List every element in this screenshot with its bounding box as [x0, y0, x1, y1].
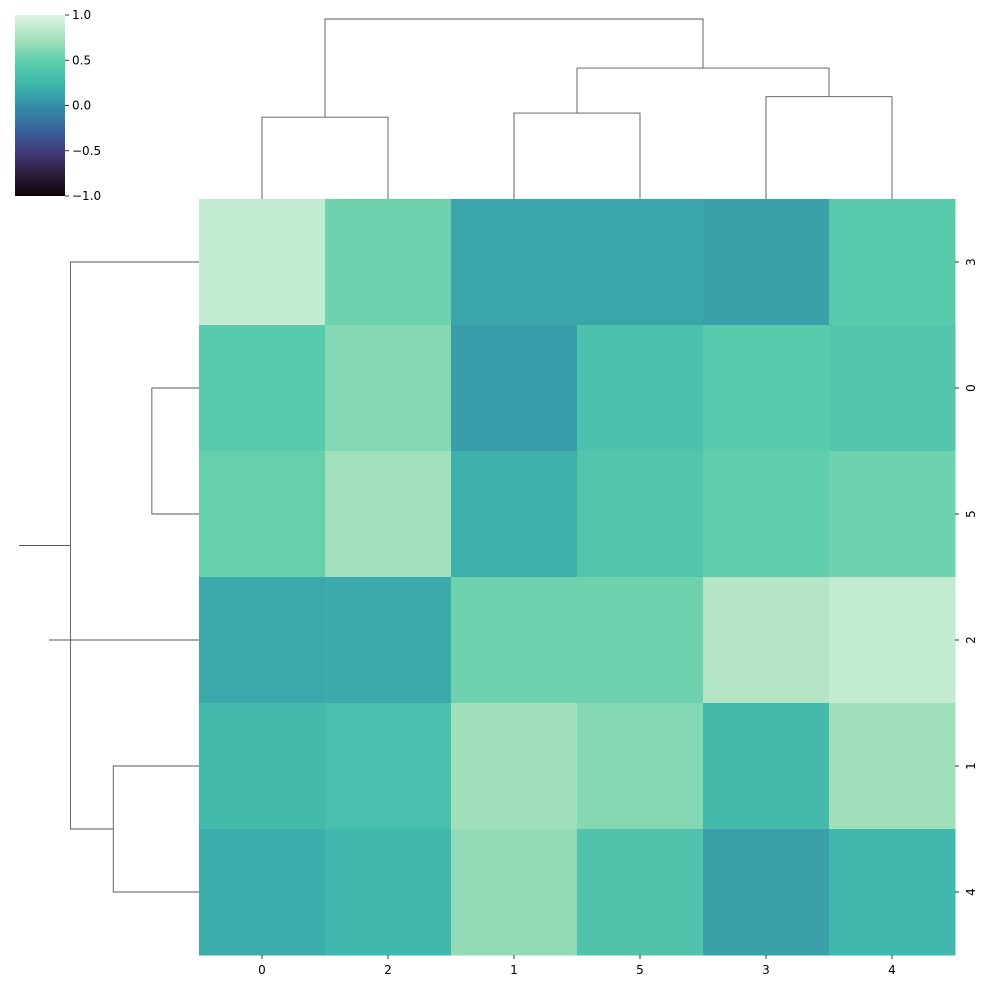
row-dendrogram — [19, 261, 199, 893]
heatmap-cell — [829, 577, 956, 704]
y-tick-label: 3 — [964, 258, 978, 266]
colorbar-tick-label: 0.0 — [72, 99, 91, 113]
heatmap-cell — [199, 199, 326, 326]
heatmap-cell — [451, 325, 578, 452]
x-tick-label: 3 — [762, 963, 770, 977]
dendrogram-link — [151, 387, 199, 515]
y-tick-label: 4 — [964, 888, 978, 896]
colorbar-tick-label: −1.0 — [72, 189, 101, 203]
heatmap-cell — [829, 199, 956, 326]
heatmap-cell — [325, 577, 452, 704]
y-tick-label: 0 — [964, 384, 978, 392]
heatmap-cell — [199, 577, 326, 704]
dendrogram-link — [765, 96, 893, 199]
heatmap-cell — [325, 829, 452, 956]
colorbar-tick-label: −0.5 — [72, 144, 101, 158]
heatmap-cell — [703, 325, 830, 452]
heatmap-cell — [577, 577, 704, 704]
column-dendrogram — [261, 18, 893, 199]
x-tick-label: 5 — [636, 963, 644, 977]
colorbar: 1.0 0.5 0.0 −0.5 −1.0 — [15, 8, 101, 203]
heatmap-cell — [325, 325, 452, 452]
heatmap-cell — [325, 451, 452, 578]
heatmap-cell — [199, 703, 326, 830]
heatmap-cell — [577, 829, 704, 956]
dendrogram-link — [112, 765, 199, 893]
y-axis-ticks: 3 0 5 2 1 4 — [955, 258, 978, 896]
dendrogram-link — [69, 261, 199, 830]
heatmap-cell — [703, 829, 830, 956]
dendrogram-link — [324, 18, 704, 118]
colorbar-ticks: 1.0 0.5 0.0 −0.5 −1.0 — [65, 8, 101, 203]
x-tick-label: 1 — [510, 963, 518, 977]
heatmap-cell — [451, 577, 578, 704]
y-tick-label: 5 — [964, 510, 978, 518]
heatmap-cell — [703, 199, 830, 326]
x-tick-label: 4 — [888, 963, 896, 977]
heatmap-cell — [325, 703, 452, 830]
heatmap-cell — [199, 451, 326, 578]
heatmap-cell — [451, 829, 578, 956]
dendrogram-link — [576, 67, 830, 114]
heatmap-cell — [451, 451, 578, 578]
colorbar-tick-label: 0.5 — [72, 53, 91, 67]
x-tick-label: 2 — [384, 963, 392, 977]
heatmap-cell — [577, 703, 704, 830]
colorbar-tick-label: 1.0 — [72, 8, 91, 22]
y-tick-label: 2 — [964, 636, 978, 644]
heatmap-cell — [703, 577, 830, 704]
heatmap-cell — [829, 829, 956, 956]
heatmap-cell — [829, 703, 956, 830]
heatmap-cell — [577, 451, 704, 578]
heatmap-cell — [829, 451, 956, 578]
dendrogram-link — [513, 112, 641, 199]
y-tick-label: 1 — [964, 762, 978, 770]
heatmap-cell — [577, 325, 704, 452]
x-tick-label: 0 — [258, 963, 266, 977]
heatmap-cell — [451, 703, 578, 830]
x-axis-ticks: 0 2 1 5 3 4 — [258, 955, 896, 977]
dendrogram-link — [261, 116, 389, 199]
heatmap-cell — [703, 451, 830, 578]
heatmap-grid — [199, 199, 956, 956]
heatmap-cell — [577, 199, 704, 326]
heatmap-cell — [451, 199, 578, 326]
heatmap-cell — [703, 703, 830, 830]
heatmap-cell — [199, 325, 326, 452]
heatmap-cell — [325, 199, 452, 326]
heatmap-cell — [199, 829, 326, 956]
heatmap-cell — [829, 325, 956, 452]
colorbar-gradient — [15, 15, 65, 196]
